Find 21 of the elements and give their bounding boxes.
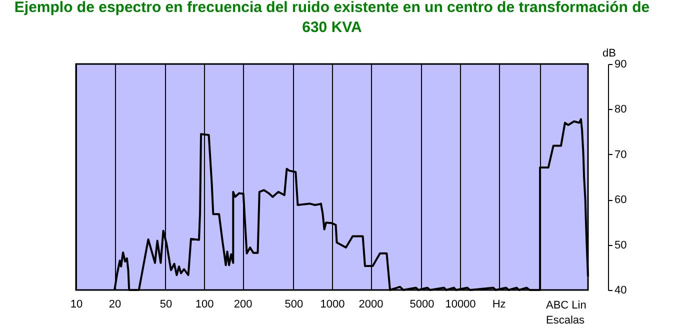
x-tick-label: 5000 <box>410 298 434 310</box>
x-tick-label: 1000 <box>320 298 345 310</box>
y-tick-label: 50 <box>614 239 627 252</box>
x-tick-label: 20 <box>108 298 122 310</box>
x-tick-label: 500 <box>284 298 304 310</box>
x-tick-label: 100 <box>195 298 214 310</box>
text: ABC Lin <box>546 300 586 312</box>
x-tick-label: 10 <box>70 298 83 310</box>
y-tick-label: 80 <box>614 104 627 116</box>
y-tick-label: 60 <box>614 194 627 206</box>
chart-title: Ejemplo de espectro en frecuencia del ruido existente en un centro de transformación de 630 KVA <box>14 0 650 36</box>
x-tick-label: 200 <box>234 298 252 310</box>
y-tick-label: 40 <box>614 284 627 296</box>
x-tick-label: 10000 <box>445 298 476 310</box>
x-tick-label: 50 <box>160 298 172 310</box>
y-axis-title: dB <box>602 48 616 60</box>
x-tick-label: Hz <box>492 298 506 310</box>
y-tick-label: 90 <box>614 58 627 70</box>
x-tick-label: 2000 <box>358 298 384 310</box>
text: Escalas <box>546 314 586 326</box>
y-tick-label: 70 <box>614 148 627 161</box>
